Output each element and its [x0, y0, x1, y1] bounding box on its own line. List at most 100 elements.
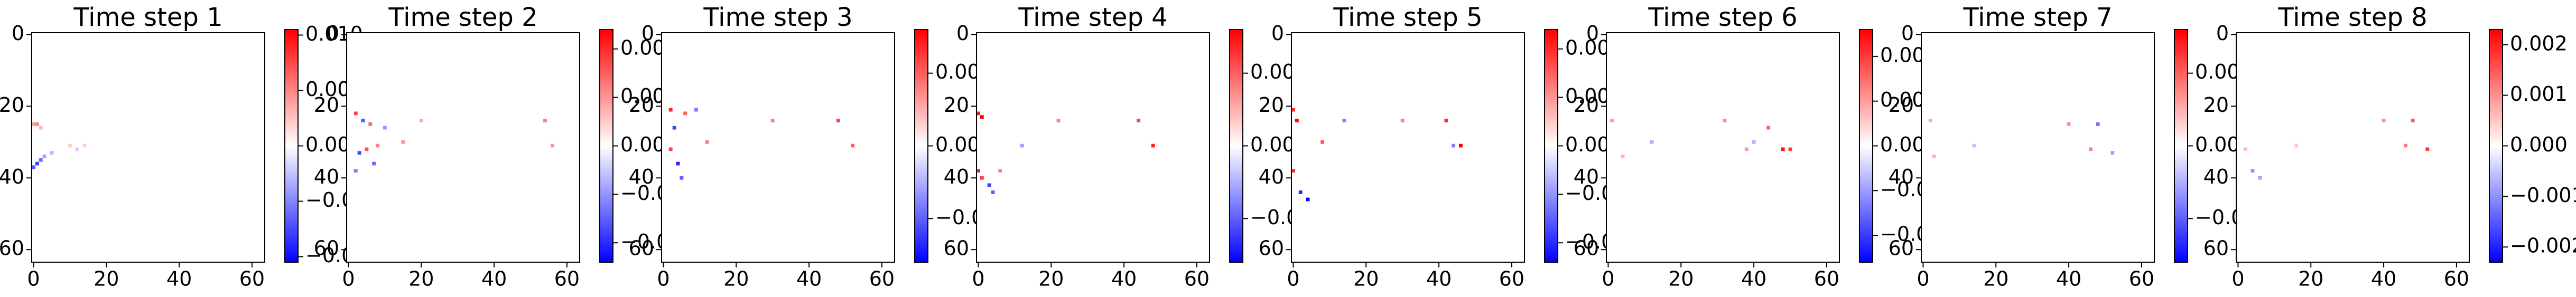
y-tick-label: 40 [629, 165, 654, 188]
heat-cell [1056, 119, 1061, 122]
heat-cell [991, 190, 995, 194]
y-tick-label: 40 [944, 165, 969, 188]
x-tick-label: 60 [1184, 267, 1210, 291]
x-tick-label: 60 [869, 267, 895, 291]
heat-cell [550, 143, 554, 148]
heat-cell [1788, 147, 1792, 151]
x-tick-label: 40 [481, 267, 507, 291]
heat-cell [1306, 197, 1310, 202]
heat-cell [836, 119, 840, 122]
heat-cell [1020, 143, 1024, 148]
y-tick-label: 40 [0, 165, 24, 188]
heat-cell [694, 108, 698, 112]
panel-title: Time step 2 [388, 3, 537, 32]
heat-cell [1744, 147, 1749, 151]
heat-cell [2243, 147, 2247, 151]
heat-cell [1400, 119, 1405, 122]
x-tick-label: 20 [408, 267, 434, 291]
y-tick-label: 20 [1889, 93, 1914, 117]
x-tick-label: 60 [2444, 267, 2469, 291]
y-tick-label: 20 [944, 93, 969, 117]
y-tick-label: 40 [314, 165, 339, 188]
heat-cell [1610, 119, 1614, 122]
heat-cell [672, 126, 676, 130]
heat-cell [1452, 143, 1456, 148]
heat-cell [1781, 147, 1785, 151]
x-tick-label: 40 [1426, 267, 1452, 291]
x-tick-label: 20 [723, 267, 749, 291]
colorbar-tick-label: 0.000 [2510, 133, 2568, 156]
heat-cell [372, 161, 376, 166]
heat-cell [82, 143, 87, 148]
heat-cell [1752, 140, 1756, 144]
y-tick-label: 0 [2216, 22, 2229, 45]
heat-cell [376, 143, 380, 148]
heat-cell [361, 119, 365, 122]
colorbar-tick-label: 0.001 [2510, 82, 2568, 106]
colorbar [914, 29, 928, 263]
plot-area [1291, 33, 1524, 262]
heat-cell [383, 126, 387, 130]
y-tick-label: 60 [944, 237, 969, 260]
x-tick-label: 20 [1668, 267, 1694, 291]
heat-cell [2088, 147, 2093, 151]
colorbar-tick-label: −0.001 [2510, 184, 2576, 207]
heat-cell [354, 111, 358, 116]
y-tick-label: 60 [629, 237, 654, 260]
heat-cell [1972, 143, 1976, 148]
x-tick-label: 60 [2129, 267, 2154, 291]
heat-cell [668, 108, 673, 112]
x-tick-label: 60 [1814, 267, 1839, 291]
x-tick-label: 40 [1741, 267, 1766, 291]
plot-area [1606, 33, 1839, 262]
axes-frame [31, 32, 265, 263]
heat-cell [68, 143, 72, 148]
heat-cell [977, 169, 980, 173]
x-tick-label: 40 [166, 267, 192, 291]
heat-cell [2258, 176, 2262, 180]
heat-cell [705, 140, 709, 144]
panel-title: Time step 4 [1018, 3, 1167, 32]
x-tick-label: 0 [1917, 267, 1929, 291]
heat-cell [683, 111, 687, 116]
heat-cell [365, 147, 369, 151]
y-tick-label: 60 [0, 237, 24, 260]
y-tick-label: 0 [1586, 22, 1599, 45]
heat-cell [419, 119, 423, 122]
y-tick-label: 20 [2203, 93, 2229, 117]
plot-area [32, 33, 265, 262]
x-tick-label: 60 [554, 267, 580, 291]
x-tick-label: 60 [1499, 267, 1524, 291]
x-tick-label: 60 [239, 267, 265, 291]
heat-cell [1723, 119, 1727, 122]
y-tick-label: 60 [314, 237, 339, 260]
heat-cell [1621, 155, 1625, 158]
colorbar [2489, 29, 2503, 263]
axes-frame [1291, 32, 1525, 263]
heat-cell [35, 122, 39, 126]
x-tick-label: 0 [27, 267, 40, 291]
heat-cell [401, 140, 405, 144]
y-tick-label: 20 [629, 93, 654, 117]
heat-cell [1650, 140, 1654, 144]
x-tick-label: 20 [94, 267, 119, 291]
axes-frame [1921, 32, 2155, 263]
y-tick-label: 20 [0, 93, 24, 117]
heat-cell [1444, 119, 1448, 122]
y-tick-label: 0 [1271, 22, 1284, 45]
heat-cell [680, 176, 684, 180]
heat-cell [676, 161, 680, 166]
heat-cell [1291, 169, 1295, 173]
heat-cell [851, 143, 855, 148]
panel-title: Time step 8 [2277, 3, 2427, 32]
heat-cell [2294, 143, 2299, 148]
heat-cell [998, 169, 1002, 173]
y-tick-label: 0 [641, 22, 654, 45]
x-tick-label: 0 [972, 267, 984, 291]
colorbar [1859, 29, 1873, 263]
